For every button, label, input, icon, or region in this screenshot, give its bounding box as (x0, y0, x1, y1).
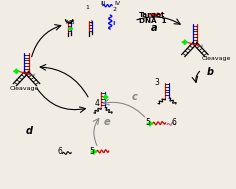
Text: 4: 4 (95, 99, 100, 108)
Text: 5: 5 (89, 147, 94, 156)
Text: II: II (112, 21, 116, 26)
Text: 3: 3 (154, 78, 159, 87)
Polygon shape (13, 69, 19, 74)
Text: 5: 5 (145, 118, 150, 127)
Polygon shape (103, 95, 108, 99)
Text: a: a (151, 23, 158, 33)
Text: 1: 1 (86, 5, 90, 10)
Text: b: b (207, 67, 214, 77)
Text: 2: 2 (112, 7, 116, 12)
Polygon shape (68, 27, 72, 30)
Text: I: I (91, 20, 93, 25)
Polygon shape (91, 149, 97, 154)
Polygon shape (147, 121, 153, 126)
Text: ✂: ✂ (197, 42, 204, 51)
Text: DNA  1: DNA 1 (139, 18, 166, 24)
Text: 6: 6 (171, 118, 176, 127)
Text: Cleavage: Cleavage (10, 86, 39, 91)
Text: MB: MB (65, 20, 75, 25)
Text: 6: 6 (58, 147, 63, 156)
Text: c: c (131, 92, 137, 102)
Text: ✂: ✂ (29, 71, 36, 80)
Polygon shape (182, 40, 188, 45)
Text: e: e (104, 117, 111, 127)
Text: Cleavage: Cleavage (202, 56, 231, 61)
Text: d: d (25, 126, 32, 136)
Text: IV: IV (114, 1, 120, 6)
Text: Target: Target (139, 12, 165, 18)
Text: III: III (100, 1, 106, 6)
